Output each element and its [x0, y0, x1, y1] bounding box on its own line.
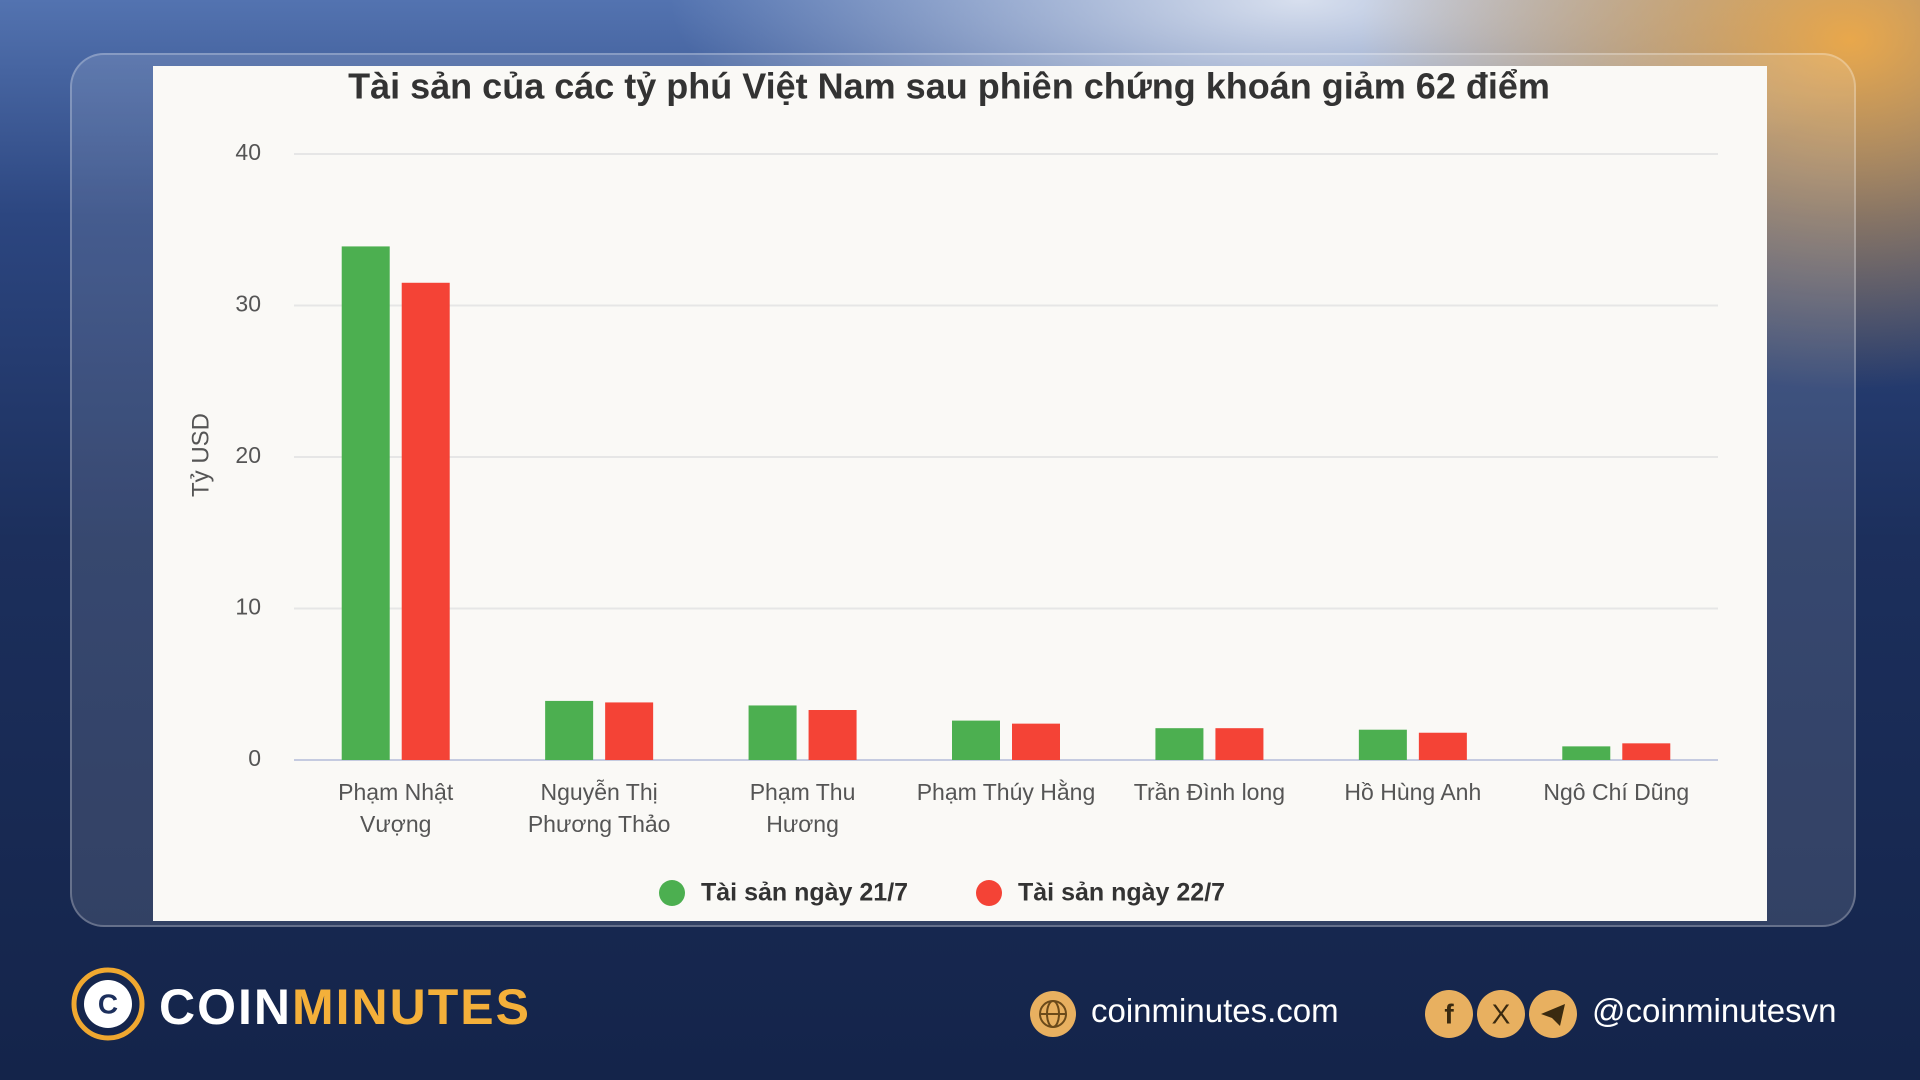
- x-tick-label: Phạm Thúy Hằng: [906, 776, 1106, 808]
- y-tick-label: 0: [248, 745, 261, 771]
- bar: [748, 705, 797, 760]
- bar: [1418, 732, 1467, 760]
- legend-marker: [976, 880, 1002, 906]
- x-tick-line: Phạm Nhật: [338, 779, 454, 805]
- x-tick-line: Vượng: [360, 811, 432, 837]
- x-tick-line: Hương: [766, 811, 839, 837]
- bar: [401, 282, 450, 760]
- svg-text:C: C: [98, 988, 118, 1019]
- bar: [952, 720, 1000, 760]
- bar: [1215, 728, 1264, 760]
- x-tick-label: Phạm Thu Hương: [703, 776, 903, 840]
- handle: @coinminutesvn: [1592, 992, 1837, 1029]
- globe-icon: [1030, 991, 1076, 1037]
- brand-b: MINUTES: [292, 979, 531, 1035]
- bar: [1012, 723, 1060, 760]
- bar: [1358, 729, 1407, 760]
- x-tick-line: Hồ Hùng Anh: [1344, 779, 1482, 805]
- y-axis-title: Tỷ USD: [187, 413, 214, 497]
- x-tick-line: Phạm Thu: [749, 779, 856, 805]
- x-tick-label: Ngô Chí Dũng: [1516, 776, 1716, 808]
- x-tick-label: Phạm Nhật Vượng: [296, 776, 496, 840]
- bar: [1155, 728, 1204, 760]
- svg-text:f: f: [1444, 998, 1454, 1029]
- social-icons: f X: [1425, 990, 1577, 1038]
- x-tick-line: Trần Đình long: [1133, 779, 1286, 805]
- logo-icon: C: [71, 967, 145, 1041]
- x-tick-label: Trần Đình long: [1109, 776, 1309, 808]
- y-tick-label: 30: [235, 291, 261, 317]
- x-tick-label: Nguyễn Thị Phương Thảo: [499, 776, 699, 840]
- legend-marker: [659, 880, 685, 906]
- svg-text:X: X: [1492, 998, 1511, 1029]
- y-tick-label: 10: [235, 594, 261, 620]
- x-tick-line: Phạm Thúy Hằng: [916, 779, 1096, 805]
- x-tick-line: Ngô Chí Dũng: [1543, 779, 1690, 805]
- brand: COINMINUTES: [159, 978, 531, 1036]
- legend-label: Tài sản ngày 21/7: [701, 879, 908, 907]
- legend-label: Tài sản ngày 22/7: [1018, 879, 1225, 907]
- x-tick-line: Phương Thảo: [527, 811, 671, 837]
- bar: [808, 710, 857, 760]
- y-tick-label: 20: [235, 442, 261, 468]
- bar: [605, 702, 654, 760]
- website: coinminutes.com: [1091, 992, 1339, 1029]
- bar: [1622, 743, 1671, 760]
- x-tick-label: Hồ Hùng Anh: [1313, 776, 1513, 808]
- chart-title: Tài sản của các tỷ phú Việt Nam sau phiê…: [348, 66, 1550, 107]
- bar: [1562, 746, 1611, 760]
- brand-a: COIN: [159, 979, 292, 1035]
- bar: [545, 700, 594, 760]
- x-tick-line: Nguyễn Thị: [540, 779, 658, 805]
- bar: [341, 246, 390, 761]
- y-tick-label: 40: [235, 139, 261, 165]
